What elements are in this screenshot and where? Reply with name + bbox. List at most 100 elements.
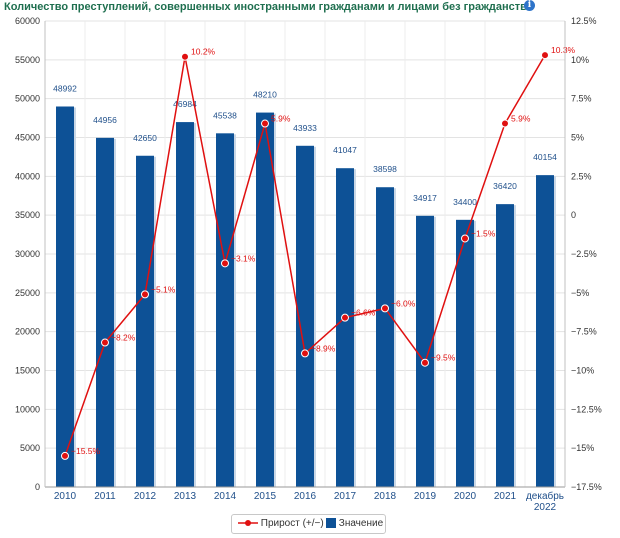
growth-point	[381, 304, 389, 313]
y-right-tick-label: −10%	[571, 366, 594, 376]
y-right-tick-label: 5%	[571, 133, 584, 143]
y-left-tick-label: 25000	[15, 288, 40, 298]
growth-value-label: −15.5%	[71, 446, 101, 456]
x-tick-label: 2019	[414, 491, 437, 502]
bar-value-label: 46984	[173, 99, 197, 109]
y-left-tick-label: 40000	[15, 171, 40, 181]
bar-value-label: 34400	[453, 197, 477, 207]
bar	[536, 175, 554, 487]
bar-value-label: 43933	[293, 123, 317, 133]
growth-point	[301, 349, 309, 358]
legend-line-marker	[238, 520, 258, 527]
bar-value-label: 42650	[133, 133, 157, 143]
y-right-tick-label: −12.5%	[571, 404, 602, 414]
legend-item-value[interactable]: Значение	[326, 518, 383, 529]
bar	[416, 215, 434, 488]
growth-point	[101, 338, 109, 347]
bar	[96, 137, 114, 487]
bar-value-label: 36420	[493, 181, 517, 191]
y-left-tick-label: 15000	[15, 366, 40, 376]
bar	[56, 106, 74, 487]
x-tick-label: 2020	[454, 491, 477, 502]
growth-point	[261, 119, 269, 128]
bar-value-labels: 48992 44956 42650 46984 45538 48210 43933 41047…	[53, 83, 557, 206]
growth-point	[61, 451, 69, 460]
y-left-tick-label: 20000	[15, 327, 40, 337]
legend-value-label: Значение	[338, 518, 384, 529]
growth-point	[141, 290, 149, 299]
growth-line-series: −15.5% −8.2% −5.1% 10.2% −3.1% 5.9% −8.9% −6.6%…	[61, 45, 576, 460]
bar	[216, 133, 234, 487]
chart-title: Количество преступлений, совершенных ино…	[4, 1, 533, 13]
legend-item-growth[interactable]: Прирост (+/−)	[238, 518, 324, 529]
growth-point	[221, 259, 229, 268]
x-tick-label: 2012	[134, 491, 157, 502]
growth-value-label: −5.1%	[151, 284, 176, 294]
y-right-tick-label: −2.5%	[571, 249, 597, 259]
bar	[496, 204, 514, 487]
growth-point	[501, 119, 509, 128]
x-tick-label: 2015	[254, 491, 277, 502]
bar	[176, 122, 194, 487]
y-right-tick-label: −15%	[571, 443, 594, 453]
x-tick-label: 2010	[54, 491, 77, 502]
legend-growth-label: Прирост (+/−)	[260, 518, 324, 529]
y-left-tick-label: 60000	[15, 16, 40, 26]
x-tick-label: 2014	[214, 491, 237, 502]
y-left-tick-label: 45000	[15, 133, 40, 143]
bar-value-label: 34917	[413, 193, 437, 203]
y-right-tick-label: −17.5%	[571, 482, 602, 492]
y-right-tick-label: −5%	[571, 288, 589, 298]
growth-value-label: 5.9%	[511, 114, 531, 124]
y-left-tick-label: 50000	[15, 94, 40, 104]
growth-point	[181, 52, 189, 61]
y-right-tick-label: 2.5%	[571, 171, 592, 181]
bar	[376, 187, 394, 487]
x-tick-label: 2022	[534, 502, 557, 512]
bar-value-label: 48210	[253, 90, 277, 100]
bar-value-label: 41047	[333, 145, 357, 155]
bar-value-label: 44956	[93, 115, 117, 125]
bar-value-label: 40154	[533, 152, 557, 162]
x-tick-label: 2011	[94, 491, 116, 502]
y-left-tick-label: 10000	[15, 404, 40, 414]
y-left-tick-label: 55000	[15, 55, 40, 65]
growth-value-label: 10.2%	[191, 47, 216, 57]
x-tick-label: 2018	[374, 491, 397, 502]
y-left-tick-label: 5000	[20, 443, 40, 453]
y-right-tick-label: 0	[571, 210, 576, 220]
growth-value-label: −3.1%	[231, 253, 256, 263]
growth-point	[541, 51, 549, 60]
bar-value-label: 48992	[53, 83, 77, 93]
y-right-tick-label: −7.5%	[571, 327, 597, 337]
bar	[296, 145, 314, 487]
growth-point	[461, 234, 469, 243]
growth-value-label: 5.9%	[271, 114, 291, 124]
growth-point	[341, 313, 349, 322]
bar	[336, 168, 354, 487]
bar-value-label: 45538	[213, 110, 237, 120]
y-left-tick-label: 0	[35, 482, 40, 492]
growth-point	[421, 358, 429, 367]
y-left-tick-label: 30000	[15, 249, 40, 259]
y-right-tick-label: 7.5%	[571, 94, 592, 104]
growth-value-label: −6.0%	[391, 298, 416, 308]
y-left-tick-label: 35000	[15, 210, 40, 220]
y-right-tick-label: 10%	[571, 55, 589, 65]
x-tick-label: декабрь	[526, 490, 564, 502]
bar	[256, 112, 274, 487]
legend-bar-marker	[326, 518, 336, 529]
bar	[456, 219, 474, 487]
combo-chart: 48992 44956 42650 46984 45538 48210 43933 41047…	[15, 16, 602, 512]
info-icon[interactable]: i	[524, 0, 535, 11]
growth-value-label: −8.9%	[311, 343, 336, 353]
bar	[136, 155, 154, 488]
growth-value-label: −9.5%	[431, 353, 456, 363]
bars-series	[56, 106, 556, 488]
axes: 0 5000 10000 15000 20000 25000 30000 35000 40000…	[15, 16, 602, 512]
x-tick-label: 2021	[494, 491, 517, 502]
growth-value-label: 10.3%	[551, 45, 576, 55]
y-right-tick-label: 12.5%	[571, 16, 597, 26]
x-tick-label: 2016	[294, 491, 317, 502]
growth-value-label: −8.2%	[111, 333, 136, 343]
